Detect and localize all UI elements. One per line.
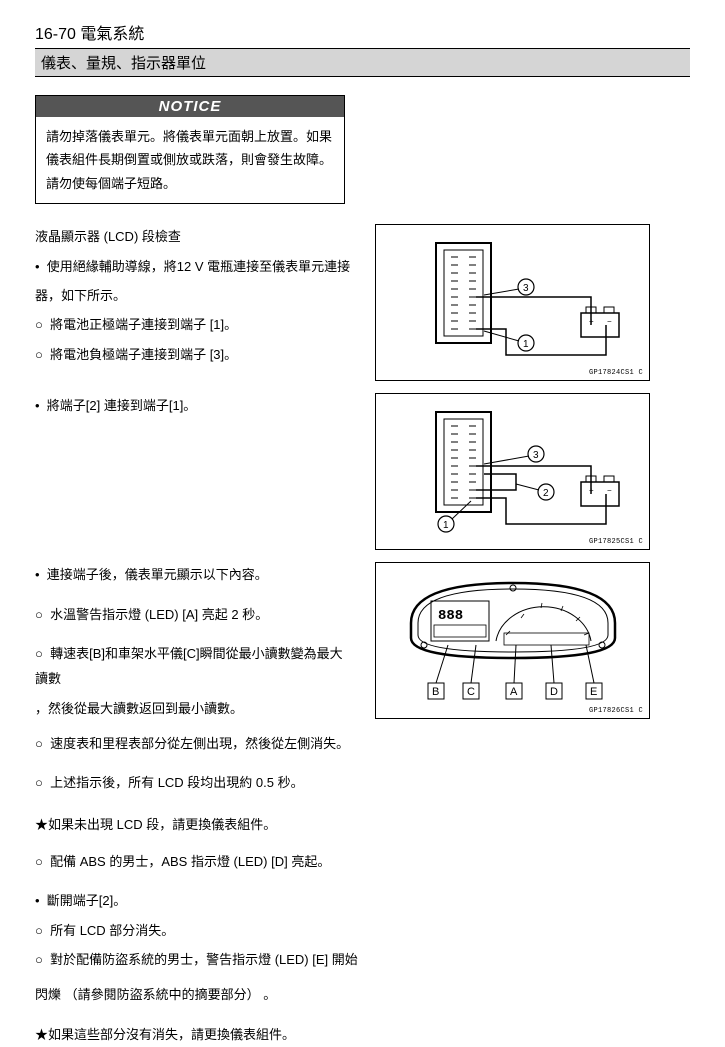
text-col-2: 將端子[2] 連接到端子[1]。 (35, 393, 355, 422)
meter-diagram: 888 (375, 562, 650, 719)
chapter-title: 電氣系統 (80, 26, 144, 43)
instruction-line: 斷開端子[2]。 (35, 888, 435, 913)
svg-text:A: A (510, 686, 518, 698)
instruction-line: 速度表和里程表部分從左側出現，然後從左側消失。 (35, 731, 355, 756)
text-col-3: 連接端子後，儀表單元顯示以下內容。 水溫警告指示燈 (LED) [A] 亮起 2… (35, 562, 355, 799)
svg-text:C: C (467, 686, 475, 698)
diagram-code: GP17825CS1 C (589, 538, 643, 546)
diagram-col-2: + − 3 2 1 GP17825CS1 C (375, 393, 690, 550)
connector-diagram-1: + − 3 1 GP17824CS1 C (375, 224, 650, 381)
svg-text:3: 3 (533, 450, 539, 461)
section-header: 儀表、量規、指示器單位 (35, 48, 690, 77)
instruction-line: 轉速表[B]和車架水平儀[C]瞬間從最小讀數變為最大讀數 (35, 641, 355, 692)
notice-body: 請勿掉落儀表單元。將儀表單元面朝上放置。如果儀表組件長期倒置或側放或跌落，則會發… (36, 117, 344, 203)
svg-text:1: 1 (523, 339, 529, 350)
svg-text:2: 2 (543, 488, 549, 499)
content-block-3: 連接端子後，儀表單元顯示以下內容。 水溫警告指示燈 (LED) [A] 亮起 2… (35, 562, 690, 799)
instruction-line: 上述指示後，所有 LCD 段均出現約 0.5 秒。 (35, 770, 355, 795)
svg-text:B: B (432, 686, 439, 698)
text-col-4: 如果未出現 LCD 段，請更換儀表組件。 配備 ABS 的男士，ABS 指示燈 … (35, 812, 435, 1047)
diagram-code: GP17824CS1 C (589, 369, 643, 377)
text-col-1: 液晶顯示器 (LCD) 段檢查 使用絕緣輔助導線，將12 V 電瓶連接至儀表單元… (35, 224, 355, 371)
instruction-line: 所有 LCD 部分消失。 (35, 918, 435, 943)
svg-text:D: D (550, 686, 558, 698)
notice-box: NOTICE 請勿掉落儀表單元。將儀表單元面朝上放置。如果儀表組件長期倒置或側放… (35, 95, 345, 204)
svg-text:−: − (607, 486, 612, 495)
svg-text:3: 3 (523, 283, 529, 294)
instruction-line: 使用絕緣輔助導線，將12 V 電瓶連接至儀表單元連接 (35, 254, 355, 279)
instruction-line: 如果這些部分沒有消失，請更換儀表組件。 (35, 1022, 435, 1047)
content-block-2: 將端子[2] 連接到端子[1]。 (35, 393, 690, 550)
page-number: 16-70 (35, 26, 76, 43)
svg-text:−: − (607, 317, 612, 326)
page-header: 16-70 電氣系統 (35, 20, 690, 44)
instruction-line: ，然後從最大讀數返回到最小讀數。 (35, 696, 355, 721)
instruction-line: 配備 ABS 的男士，ABS 指示燈 (LED) [D] 亮起。 (35, 849, 435, 874)
instruction-line: 將電池負極端子連接到端子 [3]。 (35, 342, 355, 367)
instruction-line: 將端子[2] 連接到端子[1]。 (35, 393, 355, 418)
instruction-line: 將電池正極端子連接到端子 [1]。 (35, 312, 355, 337)
instruction-line: 器，如下所示。 (35, 283, 355, 308)
svg-text:888: 888 (438, 608, 463, 624)
svg-text:1: 1 (443, 520, 449, 531)
connector-diagram-2: + − 3 2 1 GP17825CS1 C (375, 393, 650, 550)
instruction-line: 連接端子後，儀表單元顯示以下內容。 (35, 562, 355, 587)
instruction-line: 對於配備防盜系統的男士，警告指示燈 (LED) [E] 開始 (35, 947, 435, 972)
diagram-col-1: + − 3 1 GP17824CS1 C (375, 224, 690, 381)
notice-title: NOTICE (36, 96, 344, 117)
instruction-line: 閃爍 （請參閱防盜系統中的摘要部分） 。 (35, 982, 435, 1007)
lcd-check-heading: 液晶顯示器 (LCD) 段檢查 (35, 224, 355, 249)
content-block-1: 液晶顯示器 (LCD) 段檢查 使用絕緣輔助導線，將12 V 電瓶連接至儀表單元… (35, 224, 690, 381)
svg-text:+: + (589, 317, 594, 326)
diagram-code: GP17826CS1 C (589, 707, 643, 715)
svg-text:+: + (589, 486, 594, 495)
svg-text:E: E (590, 686, 597, 698)
instruction-line: 水溫警告指示燈 (LED) [A] 亮起 2 秒。 (35, 602, 355, 627)
diagram-col-3: 888 (375, 562, 690, 719)
instruction-line: 如果未出現 LCD 段，請更換儀表組件。 (35, 812, 435, 837)
